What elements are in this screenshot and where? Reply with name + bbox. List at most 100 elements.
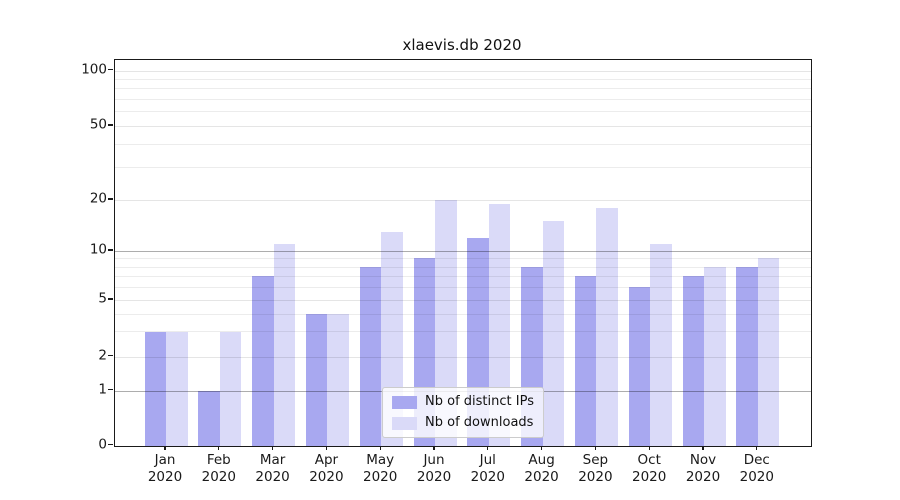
gridline [115,287,811,289]
y-tick-label: 100 [81,61,107,77]
gridline [115,258,811,260]
x-tick-mark [756,445,758,451]
y-tick-label: 1 [98,381,107,397]
x-tick-label: Aug 2020 [510,452,574,486]
x-tick-label: Sep 2020 [563,452,627,486]
x-tick-mark [218,445,220,451]
x-tick-label: Dec 2020 [725,452,789,486]
x-tick-mark [541,445,543,451]
gridline [115,167,811,169]
x-tick-mark [325,445,328,451]
x-label-year: 2020 [470,469,505,485]
x-label-year: 2020 [632,469,667,485]
bar-downloads-jan [166,331,188,446]
bar-downloads-oct [650,244,672,446]
x-label-month: Jan [154,452,176,468]
bar-downloads-mar [273,244,296,446]
bar-ips-apr [305,313,328,446]
gridline [115,356,811,358]
bar-downloads-nov [704,266,726,446]
bar-ips-nov [682,276,704,446]
legend-label-distinct-ips: Nb of distinct IPs [425,394,534,409]
x-label-year: 2020 [201,469,236,485]
gridline [115,331,811,333]
x-label-year: 2020 [147,469,183,485]
legend-swatch-downloads [392,416,418,430]
x-label-month: Jun [423,452,445,468]
bar-ips-jan [144,331,166,446]
x-label-month: Nov [689,452,717,468]
x-label-month: Dec [743,452,770,468]
x-label-year: 2020 [309,469,344,485]
x-tick-mark [433,445,435,451]
bar-ips-dec [736,266,758,446]
x-label-month: May [366,452,395,468]
gridline [115,111,811,113]
bar-downloads-dec [757,258,780,446]
x-tick-label: Jul 2020 [456,452,520,486]
x-label-month: Aug [528,452,555,468]
gridline [115,200,811,201]
y-tick-mark [108,388,113,391]
x-tick-label: Apr 2020 [294,452,358,486]
gridline [115,313,811,315]
x-label-month: Mar [259,452,286,468]
x-label-year: 2020 [685,469,721,485]
x-tick-mark [379,445,381,451]
x-label-month: Feb [206,452,231,468]
x-label-year: 2020 [524,469,559,485]
x-tick-label: Jan 2020 [133,452,197,486]
gridline [115,266,811,268]
bar-ips-oct [628,287,651,446]
y-tick-mark [108,443,113,446]
gridline [115,99,811,101]
x-tick-label: Oct 2020 [617,452,681,486]
legend-label-downloads: Nb of downloads [425,415,534,430]
x-tick-label: Mar 2020 [241,452,305,486]
x-tick-label: Nov 2020 [671,452,735,486]
x-label-month: Jul [479,452,496,468]
x-tick-label: Jun 2020 [402,452,466,486]
legend-entry-downloads: Nb of downloads [392,415,534,431]
bar-downloads-jul [488,203,511,446]
bar-ips-may [359,266,382,446]
x-label-year: 2020 [255,469,290,485]
x-tick-mark [648,445,650,451]
legend-swatch-distinct-ips [392,395,418,409]
x-label-month: Apr [314,452,339,468]
bar-downloads-sep [596,207,618,446]
bar-downloads-jun [435,200,457,446]
x-label-month: Sep [582,452,609,468]
x-tick-mark [594,445,597,451]
gridline [115,126,811,127]
x-tick-mark [164,445,166,451]
y-tick-label: 2 [98,347,107,363]
legend: Nb of distinct IPs Nb of downloads [382,387,544,438]
gridline [115,88,811,90]
x-label-month: Oct [637,452,661,468]
gridline [115,144,811,146]
y-tick-mark [108,354,113,357]
gridline [115,251,811,252]
y-tick-label: 5 [98,290,107,307]
bar-ips-mar [252,276,274,446]
y-tick-mark [108,124,113,126]
x-label-year: 2020 [416,469,452,485]
y-tick-label: 20 [89,190,107,207]
x-label-year: 2020 [739,469,774,485]
x-tick-mark [487,445,489,451]
gridline [115,78,811,80]
x-label-year: 2020 [363,469,398,485]
bar-downloads-feb [219,331,242,446]
gridline [115,70,811,72]
y-tick-label: 0 [98,436,107,452]
x-label-year: 2020 [578,469,613,485]
plot-area: Nb of distinct IPs Nb of downloads [114,59,812,447]
legend-entry-distinct-ips: Nb of distinct IPs [392,394,534,410]
y-tick-mark [108,68,113,71]
chart-title: xlaevis.db 2020 [402,36,522,54]
gridline [115,300,811,301]
y-tick-label: 50 [89,116,107,133]
gridline [115,276,811,278]
